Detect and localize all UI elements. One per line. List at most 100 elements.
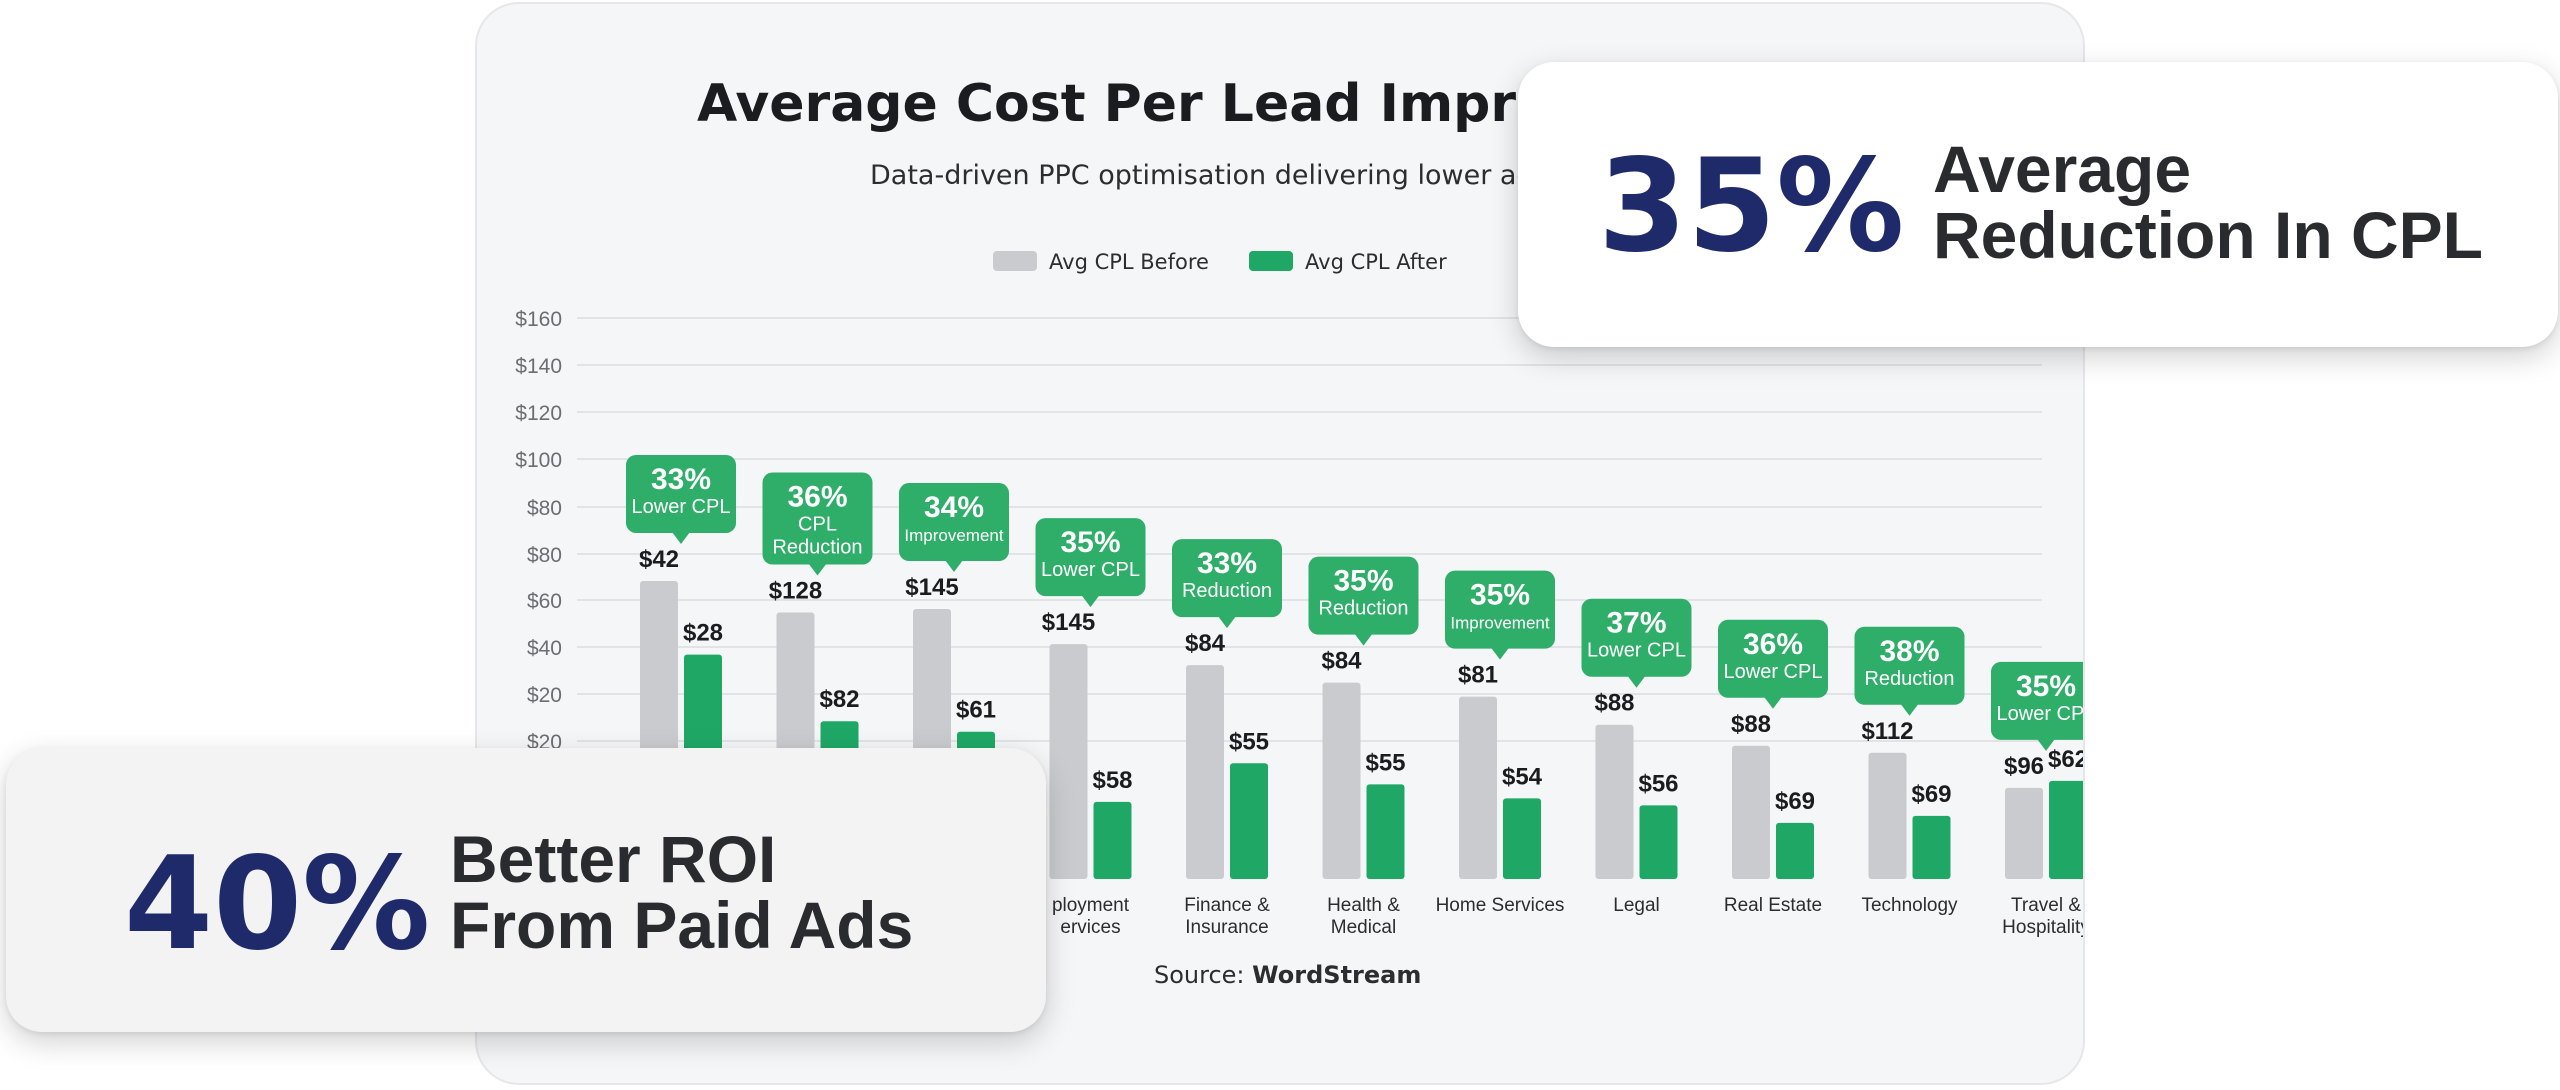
badge-text: Reduction <box>772 537 862 559</box>
x-category-label: ployment <box>1052 895 1130 916</box>
bar-after-label: $58 <box>1092 767 1132 794</box>
badge-text: Lower CPL <box>632 496 731 518</box>
x-category-label: Home Services <box>1436 895 1565 916</box>
stat-label-cpl-line2: Reduction In CPL <box>1933 198 2483 272</box>
bar-after-label: $69 <box>1775 788 1815 815</box>
badge-pct: 34% <box>924 491 984 524</box>
badge-pct: 33% <box>1197 547 1257 580</box>
badge-text: Reduction <box>1318 598 1408 620</box>
y-tick-label: $40 <box>527 637 562 660</box>
badge-pointer <box>808 563 827 576</box>
y-tick-label: $80 <box>527 497 562 520</box>
badge-box <box>1991 661 2083 740</box>
badge-text: Improvement <box>904 526 1003 545</box>
x-category-label: Legal <box>1613 895 1660 916</box>
bar-before-label: $88 <box>1594 690 1634 717</box>
stat-label-roi-line1: Better ROI <box>450 822 777 896</box>
legend-label-before: Avg CPL Before <box>1049 250 1209 274</box>
bar-after-label: $82 <box>819 686 859 713</box>
bar-after <box>2049 780 2083 879</box>
bar-after-label: $69 <box>1911 781 1951 808</box>
badge-pct: 36% <box>1743 628 1803 661</box>
x-category-label: Finance & <box>1184 895 1270 916</box>
cpl-bar-chart: Average Cost Per Lead Improvem Data-drive… <box>515 74 2085 989</box>
badge-text: Lower CPL <box>1724 661 1823 683</box>
source-name: WordStream <box>1252 961 1421 989</box>
y-tick-label: $20 <box>527 684 562 707</box>
bar-before <box>1732 745 1770 879</box>
bar-after <box>1093 801 1132 879</box>
badge-pct: 35% <box>2016 670 2076 703</box>
badge-text: Lower CPL <box>1997 703 2085 725</box>
bar-before-label: $84 <box>1185 630 1226 657</box>
x-category-label: Real Estate <box>1724 895 1822 916</box>
badge-box <box>1172 539 1282 618</box>
badge-pointer <box>1491 647 1509 660</box>
bar-after <box>1366 784 1405 879</box>
bar-after <box>1230 763 1268 879</box>
chart-subtitle: Data-driven PPC optimisation delivering … <box>870 160 1546 191</box>
legend-swatch-before <box>993 251 1037 271</box>
badge-pointer <box>2037 738 2055 751</box>
badge-pointer <box>1354 633 1373 646</box>
x-category-label: ervices <box>1060 917 1120 938</box>
bar-before <box>1459 696 1497 879</box>
bar-before <box>1595 724 1634 879</box>
badge-text: Lower CPL <box>1587 640 1686 662</box>
badge-pointer <box>1218 616 1236 629</box>
badge-text: CPL <box>798 514 837 536</box>
badge-pointer <box>1627 675 1646 688</box>
badge-box <box>1718 619 1828 698</box>
badge-box <box>762 472 873 565</box>
bar-after-label: $55 <box>1365 749 1405 776</box>
badge-pointer <box>945 560 963 573</box>
badge-box <box>1854 626 1965 705</box>
bar-after <box>1503 798 1541 879</box>
badge-pct: 35% <box>1333 565 1393 598</box>
badge-pointer <box>1900 703 1919 716</box>
bar-before-label: $42 <box>639 546 679 573</box>
badge-text: Improvement <box>1450 614 1549 633</box>
badge-text: Lower CPL <box>1041 559 1140 581</box>
bar-before <box>1868 752 1907 879</box>
chart-title: Average Cost Per Lead Improvem <box>697 74 1675 134</box>
y-tick-label: $120 <box>515 402 562 425</box>
bar-after-label: $55 <box>1229 728 1269 755</box>
bar-before <box>1186 665 1224 879</box>
x-category-label: Travel & <box>2011 895 2081 916</box>
badge-pct: 33% <box>651 463 711 496</box>
bar-before-label: $96 <box>2004 753 2044 780</box>
stat-value-roi: 40% <box>124 830 431 979</box>
bar-after-label: $54 <box>1502 763 1543 790</box>
badge-pointer <box>672 531 690 544</box>
bar-before-label: $145 <box>905 574 958 601</box>
badge-pct: 37% <box>1606 607 1666 640</box>
stat-card-roi: 40% Better ROI From Paid Ads <box>6 748 1046 1032</box>
stat-card-cpl-reduction: 35% Average Reduction In CPL <box>1518 62 2558 347</box>
bar-after-label: $56 <box>1638 770 1678 797</box>
stat-label-roi-line2: From Paid Ads <box>450 888 914 962</box>
bar-before-label: $112 <box>1861 718 1913 745</box>
x-category-label: Hospitality <box>2002 917 2085 938</box>
bar-before-label: $88 <box>1731 711 1771 738</box>
bar-before-label: $145 <box>1042 609 1095 636</box>
bar-after-label: $62 <box>2048 746 2085 773</box>
stat-label-cpl-line1: Average <box>1933 132 2192 206</box>
stat-value-cpl: 35% <box>1598 132 1905 281</box>
badge-box <box>899 483 1009 562</box>
source-line: Source: WordStream <box>1154 961 1421 989</box>
badge-pointer <box>1764 696 1782 709</box>
legend-label-after: Avg CPL After <box>1305 250 1447 274</box>
badge-text: Reduction <box>1864 668 1954 690</box>
bar-before <box>1322 682 1361 879</box>
bar-before <box>2005 787 2043 879</box>
badge-box <box>1581 598 1692 677</box>
x-category-label: Insurance <box>1185 917 1268 938</box>
x-category-label: Medical <box>1331 917 1396 938</box>
bar-after-label: $61 <box>956 697 996 724</box>
badge-pct: 38% <box>1879 635 1939 668</box>
legend-swatch-after <box>1249 251 1293 271</box>
bar-before-label: $128 <box>769 578 822 605</box>
y-tick-label: $140 <box>515 355 562 378</box>
bar-after-label: $28 <box>683 620 723 647</box>
